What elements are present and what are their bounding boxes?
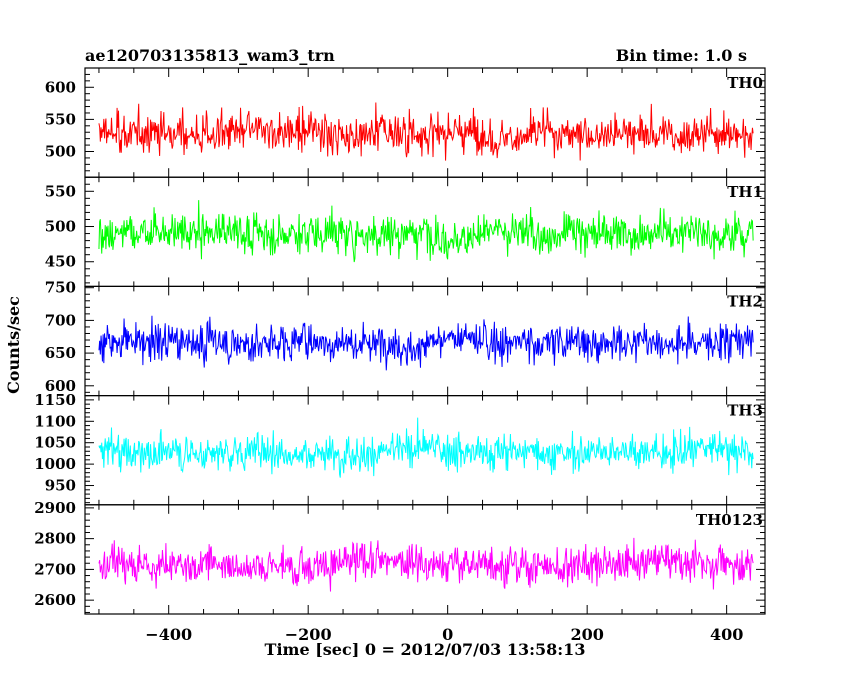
panel-label-th0123: TH0123 xyxy=(696,511,763,529)
panel-th2: 600 650 700 750 TH2 xyxy=(45,279,766,397)
panel-label-th0: TH0 xyxy=(727,74,763,92)
panel-th0123: 2600 2700 2800 2900 TH0123 xyxy=(34,499,766,615)
y-tick-label: 550 xyxy=(45,182,76,200)
y-tick-label: 650 xyxy=(45,344,76,362)
x-axis-label: Time [sec] 0 = 2012/07/03 13:58:13 xyxy=(265,640,586,659)
panel-label-th1: TH1 xyxy=(727,183,763,201)
y-tick-label: 2700 xyxy=(34,560,76,578)
y-tick-label: 1050 xyxy=(34,434,76,452)
series-line-th1 xyxy=(98,200,754,263)
y-tick-label: 600 xyxy=(45,377,76,395)
series-line-th0123 xyxy=(98,537,754,592)
panel-label-th2: TH2 xyxy=(727,292,763,310)
panel-th3: 950 1000 1050 1100 1150 TH3 xyxy=(34,391,766,506)
y-tick-label: 600 xyxy=(45,78,76,96)
panel-label-th3: TH3 xyxy=(727,402,763,420)
y-tick-label: 1000 xyxy=(34,455,76,473)
panel-th0: 500 550 600 TH0 xyxy=(45,67,766,178)
y-tick-label: 2800 xyxy=(34,530,76,548)
panel-stack: 500 550 600 TH0 450 500 550 TH1 600 650 700 750 TH2 9… xyxy=(34,67,766,644)
y-tick-label: 500 xyxy=(45,218,76,236)
y-tick-label: 950 xyxy=(45,477,76,495)
x-tick-label: 0 xyxy=(442,625,453,644)
y-tick-label: 1100 xyxy=(34,412,76,430)
x-tick-label: 200 xyxy=(570,625,603,644)
y-tick-label: 2600 xyxy=(34,591,76,609)
panel-frame-th0123 xyxy=(84,504,766,615)
y-tick-label: 500 xyxy=(45,143,76,161)
y-tick-label: 700 xyxy=(45,311,76,329)
panel-th1: 450 500 550 TH1 xyxy=(45,176,766,287)
y-tick-label: 550 xyxy=(45,110,76,128)
y-tick-label: 1150 xyxy=(34,391,76,409)
series-line-th0 xyxy=(98,102,754,161)
x-tick-label: −400 xyxy=(145,625,192,644)
y-tick-label: 750 xyxy=(45,279,76,297)
x-tick-label: −200 xyxy=(285,625,332,644)
x-tick-label: 400 xyxy=(710,625,743,644)
y-axis-label: Counts/sec xyxy=(4,296,23,394)
bin-time-label: Bin time: 1.0 s xyxy=(616,46,747,65)
series-line-th3 xyxy=(98,417,754,478)
y-tick-label: 2900 xyxy=(34,499,76,517)
series-line-th2 xyxy=(98,315,754,371)
chart-title: ae120703135813_wam3_trn xyxy=(85,46,335,65)
y-tick-label: 450 xyxy=(45,253,76,271)
